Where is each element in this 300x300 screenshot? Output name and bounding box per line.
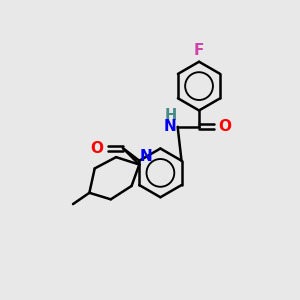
Text: F: F [194, 43, 204, 58]
Text: H: H [165, 108, 177, 123]
Text: O: O [219, 119, 232, 134]
Text: N: N [164, 119, 177, 134]
Text: N: N [140, 149, 153, 164]
Text: O: O [90, 141, 103, 156]
